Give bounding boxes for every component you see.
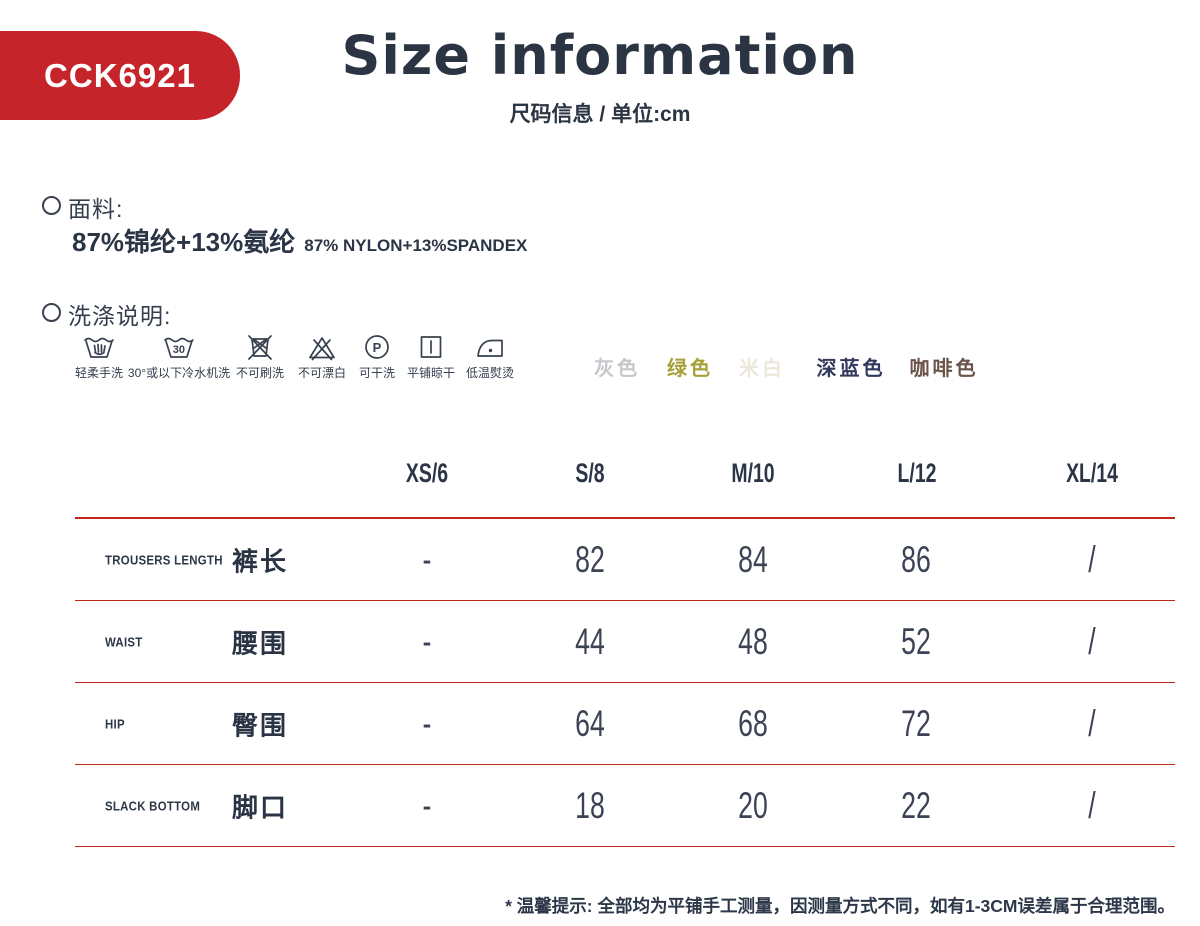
size-column-header: L/12: [897, 458, 937, 488]
page-subtitle: 尺码信息 / 单位:cm: [509, 103, 691, 126]
wash-care-label: 不可刷洗: [235, 366, 285, 380]
table-row-slack-bottom: SLACK BOTTOM 脚口 - 18 20 22 /: [75, 765, 1175, 847]
row-label-cn: 脚口: [232, 792, 289, 822]
table-cell: /: [1088, 538, 1096, 580]
table-cell: /: [1088, 702, 1096, 744]
table-cell: 22: [901, 784, 931, 826]
wash-care-item: 不可漂白: [298, 331, 346, 381]
table-cell: -: [422, 702, 432, 744]
size-column-header: M/10: [731, 458, 775, 488]
table-cell: /: [1088, 620, 1096, 662]
wash-care-label: 30°或以下冷水机洗: [127, 366, 231, 380]
wash-care-label: 可干洗: [358, 366, 396, 380]
fabric-composition-cn: 87%锦纶+13%氨纶: [72, 227, 296, 257]
wash-care-item: 不可刷洗: [236, 331, 284, 381]
dry-clean-icon: P: [365, 335, 389, 359]
row-label-cn: 裤长: [232, 546, 289, 576]
color-option-gray: 灰色: [594, 358, 640, 380]
fabric-composition: 87%锦纶+13%氨纶 87% NYLON+13%SPANDEX: [72, 222, 527, 259]
wash-care-label: 轻柔手洗: [74, 366, 124, 380]
do-not-bleach-icon: [309, 337, 335, 361]
table-cell: 82: [575, 538, 605, 580]
table-cell: 68: [738, 702, 768, 744]
wash-care-label: 平铺晾干: [406, 366, 456, 380]
fabric-section-label: 面料:: [68, 196, 124, 222]
wash-care-label: 低温熨烫: [465, 366, 515, 380]
size-table: TROUSERS LENGTH 裤长 - 82 84 86 / WAIST 腰围…: [75, 517, 1175, 847]
washing-section-label: 洗涤说明:: [68, 303, 172, 329]
do-not-scrub-icon: [248, 335, 272, 360]
table-cell: 52: [901, 620, 931, 662]
color-option-darkblue: 深蓝色: [816, 358, 886, 380]
row-label-en: HIP: [105, 716, 125, 731]
row-label-en: TROUSERS LENGTH: [105, 552, 223, 567]
table-cell: 64: [575, 702, 605, 744]
hand-wash-icon: [84, 337, 114, 358]
size-column-header: S/8: [575, 458, 605, 488]
color-option-coffee: 咖啡色: [909, 358, 979, 380]
wash-care-item: 平铺晾干: [407, 331, 455, 381]
table-cell: 20: [738, 784, 768, 826]
size-column-header: XL/14: [1066, 458, 1118, 488]
table-row-trousers-length: TROUSERS LENGTH 裤长 - 82 84 86 /: [75, 519, 1175, 601]
table-cell: 44: [575, 620, 605, 662]
table-row-hip: HIP 臀围 - 64 68 72 /: [75, 683, 1175, 765]
table-cell: -: [422, 620, 432, 662]
table-cell: 84: [738, 538, 768, 580]
dry-flat-icon: [420, 336, 442, 358]
row-label-en: WAIST: [105, 634, 143, 649]
table-cell: 72: [901, 702, 931, 744]
wash-care-item: 低温熨烫: [466, 331, 514, 381]
table-cell: -: [422, 784, 432, 826]
machine-wash-30-icon: 30: [164, 337, 194, 358]
wash-care-item: 30 30°或以下冷水机洗: [128, 331, 230, 381]
fabric-composition-en: 87% NYLON+13%SPANDEX: [304, 236, 528, 255]
wash-care-item: 轻柔手洗: [75, 331, 123, 381]
row-label-cn: 臀围: [232, 710, 289, 740]
measurement-disclaimer: * 温馨提示: 全部均为平铺手工测量，因测量方式不同，如有1-3CM误差属于合理…: [505, 896, 1175, 916]
color-option-offwhite: 米白: [739, 358, 785, 380]
dry-clean-glyph: P: [373, 340, 382, 355]
row-label-cn: 腰围: [232, 628, 289, 658]
table-cell: 18: [575, 784, 605, 826]
wash-temp-glyph: 30: [173, 344, 185, 356]
iron-low-icon: [477, 339, 503, 357]
circle-bullet-icon: [42, 303, 61, 322]
circle-bullet-icon: [42, 196, 61, 215]
color-option-green: 绿色: [667, 358, 713, 380]
table-cell: /: [1088, 784, 1096, 826]
table-cell: 48: [738, 620, 768, 662]
table-cell: -: [422, 538, 432, 580]
row-label-en: SLACK BOTTOM: [105, 798, 201, 813]
wash-care-item: P 可干洗: [359, 331, 395, 381]
table-cell: 86: [901, 538, 931, 580]
table-row-waist: WAIST 腰围 - 44 48 52 /: [75, 601, 1175, 683]
size-column-header: XS/6: [405, 458, 449, 488]
wash-care-label: 不可漂白: [297, 366, 347, 380]
product-code-badge: CCK6921: [0, 31, 240, 120]
product-code: CCK6921: [44, 56, 196, 94]
page-title: Size information: [341, 24, 859, 87]
